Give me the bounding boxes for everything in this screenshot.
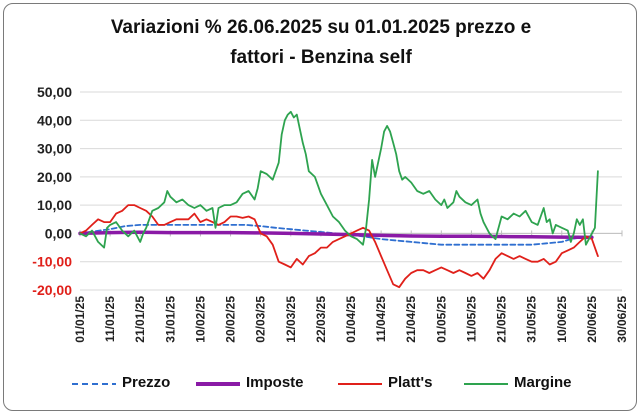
x-tick-label: 01/04/25 [344, 296, 358, 343]
series-line-prezzo [79, 224, 593, 246]
chart-frame [3, 3, 637, 411]
x-tick-label: 10/02/25 [193, 296, 207, 343]
x-tick-label: 10/06/25 [555, 296, 569, 343]
x-tick-label: 20/06/25 [585, 296, 599, 343]
x-tick-label: 30/06/25 [615, 296, 629, 343]
series-line-imposte [78, 230, 594, 240]
legend-swatch-prezzo [72, 383, 116, 385]
legend-swatch-margine [464, 383, 508, 385]
x-tick-label: 21/05/25 [495, 296, 509, 343]
x-tick-label: 01/01/25 [73, 296, 87, 343]
x-tick-label: 11/05/25 [464, 296, 478, 342]
y-tick-label: 50,00 [37, 84, 72, 100]
x-tick-label: 22/03/25 [314, 296, 328, 343]
y-tick-label: 30,00 [37, 141, 72, 157]
x-tick-label: 11/04/25 [374, 296, 388, 342]
y-tick-label: 10,00 [37, 197, 72, 213]
y-tick-label: 20,00 [37, 169, 72, 185]
legend-label-margine: Margine [514, 374, 572, 391]
x-tick-label: 20/02/25 [224, 296, 238, 343]
chart-title: Variazioni % 26.06.2025 su 01.01.2025 pr… [110, 17, 532, 38]
y-tick-label: -20,00 [32, 282, 72, 298]
x-tick-label: 21/04/25 [404, 296, 418, 343]
x-tick-label: 21/01/25 [133, 296, 147, 343]
legend-label-platts: Platt's [388, 374, 433, 391]
x-tick-label: 12/03/25 [284, 296, 298, 343]
x-tick-label: 11/01/25 [103, 296, 117, 342]
legend-swatch-imposte [196, 382, 240, 386]
y-tick-label: -10,00 [32, 254, 72, 270]
series-line-platts [79, 204, 599, 289]
chart-title-line2: fattori - Benzina self [230, 47, 412, 68]
x-tick-label: 02/03/25 [254, 296, 268, 343]
legend-swatch-platts [338, 383, 382, 385]
y-tick-label: 0,00 [45, 225, 72, 241]
legend-label-prezzo: Prezzo [122, 374, 171, 391]
x-tick-label: 31/05/25 [525, 296, 539, 343]
y-tick-label: 40,00 [37, 112, 72, 128]
legend-label-imposte: Imposte [246, 374, 304, 391]
x-tick-label: 01/05/25 [434, 296, 448, 343]
x-tick-label: 31/01/25 [163, 296, 177, 343]
series-line-margine [79, 110, 599, 249]
